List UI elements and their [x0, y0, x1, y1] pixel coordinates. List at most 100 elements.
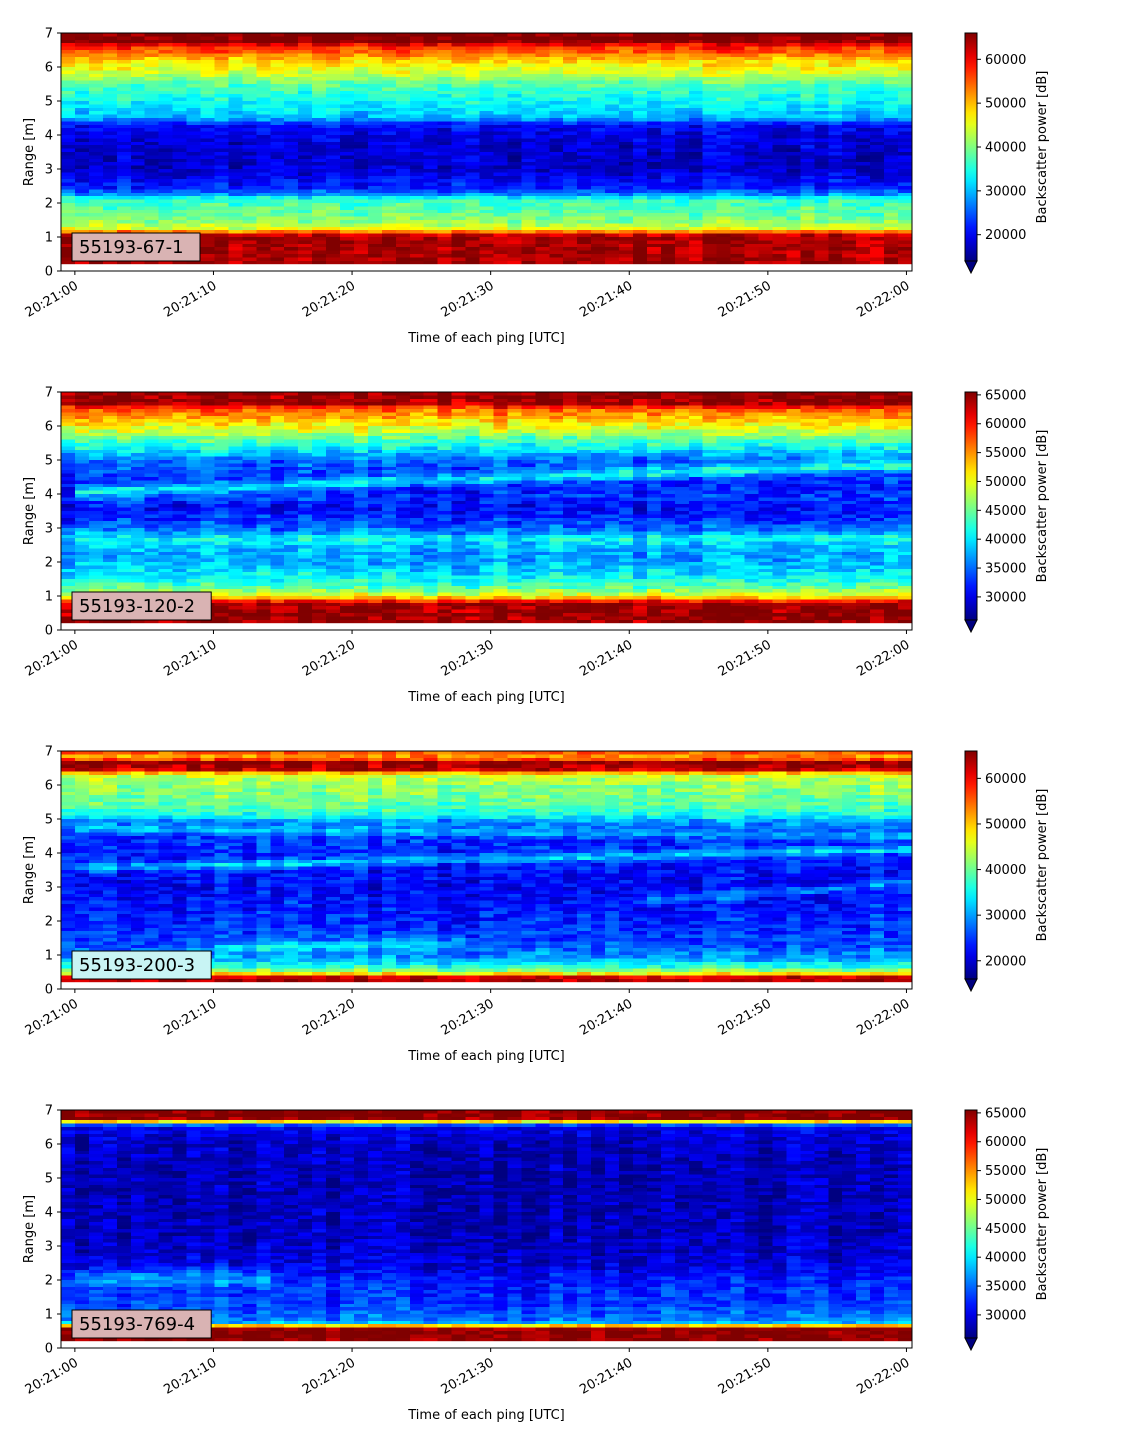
x-tick-label: 20:21:50: [716, 1355, 774, 1397]
colorbar-tick-label: 50000: [985, 97, 1026, 112]
colorbar-extend-min: [964, 1337, 978, 1352]
x-tick-label: 20:21:30: [439, 1355, 497, 1397]
y-tick-label: 0: [45, 265, 53, 280]
x-tick-label: 20:22:00: [854, 637, 912, 679]
colorbar-tick-label: 45000: [985, 1222, 1026, 1237]
y-tick-label: 0: [45, 983, 53, 998]
station-label: 55193-200-3: [79, 955, 195, 976]
colorbar-frame: [964, 750, 978, 980]
y-axis-label: Range [m]: [22, 118, 37, 186]
colorbar-extend-min: [964, 619, 978, 634]
x-tick-label: 20:21:30: [439, 996, 497, 1038]
y-tick-label: 6: [45, 420, 53, 435]
echogram-image-2: [61, 392, 912, 624]
colorbar-tick-label: 40000: [985, 863, 1026, 878]
y-tick-label: 2: [45, 1274, 53, 1289]
colorbar-tick-label: 20000: [985, 954, 1026, 969]
colorbar-tick-label: 50000: [985, 817, 1026, 832]
colorbar-label: Backscatter power [dB]: [1035, 1148, 1050, 1301]
x-axis-label: Time of each ping [UTC]: [407, 331, 565, 346]
colorbar-extend-min: [964, 978, 978, 993]
colorbar-tick-label: 40000: [985, 1251, 1026, 1266]
x-tick-label: 20:21:00: [23, 637, 81, 679]
colorbar-tick-label: 50000: [985, 1193, 1026, 1208]
x-tick-label: 20:21:10: [161, 637, 219, 679]
y-tick-label: 7: [45, 27, 53, 42]
echogram-image-4: [61, 1110, 912, 1342]
x-tick-label: 20:22:00: [854, 996, 912, 1038]
colorbar-tick-label: 50000: [985, 475, 1026, 490]
x-tick-label: 20:21:20: [300, 637, 358, 679]
colorbar-frame: [964, 1109, 978, 1339]
y-tick-label: 6: [45, 1138, 53, 1153]
colorbar-tick-label: 60000: [985, 53, 1026, 68]
y-tick-label: 2: [45, 556, 53, 571]
y-tick-label: 3: [45, 881, 53, 896]
x-tick-label: 20:22:00: [854, 1355, 912, 1397]
colorbar-tick-label: 55000: [985, 446, 1026, 461]
colorbar: [965, 751, 977, 979]
colorbar-tick-label: 65000: [985, 388, 1026, 403]
y-tick-label: 1: [45, 949, 53, 964]
colorbar-tick-label: 35000: [985, 1280, 1026, 1295]
colorbar-tick-label: 40000: [985, 533, 1026, 548]
colorbar-tick-label: 30000: [985, 1308, 1026, 1323]
echogram-image-3: [61, 751, 912, 983]
station-label-box: [71, 591, 212, 621]
x-tick-label: 20:21:30: [439, 278, 497, 320]
y-tick-label: 1: [45, 1308, 53, 1323]
colorbar-extend-min: [964, 260, 978, 275]
colorbar-tick-label: 30000: [985, 184, 1026, 199]
x-axis-label: Time of each ping [UTC]: [407, 690, 565, 705]
colorbar-label: Backscatter power [dB]: [1035, 789, 1050, 942]
colorbar-tick-label: 30000: [985, 909, 1026, 924]
colorbar-tick-label: 60000: [985, 417, 1026, 432]
y-tick-label: 2: [45, 915, 53, 930]
y-tick-label: 4: [45, 129, 53, 144]
y-tick-label: 7: [45, 386, 53, 401]
colorbar-tick-label: 45000: [985, 504, 1026, 519]
colorbar-tick-label: 30000: [985, 590, 1026, 605]
colorbar-tick-label: 65000: [985, 1106, 1026, 1121]
y-tick-label: 5: [45, 95, 53, 110]
x-tick-label: 20:21:50: [716, 278, 774, 320]
station-label-box: [71, 232, 201, 262]
axes-frame: [60, 32, 913, 272]
y-tick-label: 6: [45, 779, 53, 794]
y-tick-label: 5: [45, 1172, 53, 1187]
echogram-image-1: [61, 33, 912, 265]
y-tick-label: 5: [45, 813, 53, 828]
colorbar-label: Backscatter power [dB]: [1035, 430, 1050, 583]
y-tick-label: 3: [45, 1240, 53, 1255]
station-label: 55193-769-4: [79, 1314, 195, 1335]
y-axis-label: Range [m]: [22, 1195, 37, 1263]
station-label-box: [71, 1309, 212, 1339]
y-tick-label: 0: [45, 1342, 53, 1357]
x-tick-label: 20:21:20: [300, 996, 358, 1038]
y-tick-label: 3: [45, 163, 53, 178]
y-tick-label: 1: [45, 231, 53, 246]
x-tick-label: 20:21:20: [300, 1355, 358, 1397]
y-tick-label: 0: [45, 624, 53, 639]
subplot-4: 0 1 2 3 4 5 6 7 Range [m] 20:21:00 20:21:10 20:21:2…: [22, 1104, 1050, 1424]
y-tick-label: 5: [45, 454, 53, 469]
x-tick-label: 20:21:10: [161, 996, 219, 1038]
y-tick-label: 4: [45, 1206, 53, 1221]
x-tick-label: 20:22:00: [854, 278, 912, 320]
colorbar-tick-label: 60000: [985, 1135, 1026, 1150]
x-tick-label: 20:21:40: [577, 996, 635, 1038]
x-axis-label: Time of each ping [UTC]: [407, 1049, 565, 1064]
x-tick-label: 20:21:00: [23, 1355, 81, 1397]
y-tick-label: 4: [45, 847, 53, 862]
colorbar: [965, 33, 977, 261]
x-tick-label: 20:21:20: [300, 278, 358, 320]
x-tick-label: 20:21:10: [161, 1355, 219, 1397]
colorbar-tick-label: 60000: [985, 772, 1026, 787]
y-tick-label: 3: [45, 522, 53, 537]
colorbar: [965, 392, 977, 620]
colorbar-tick-label: 35000: [985, 562, 1026, 577]
x-tick-label: 20:21:40: [577, 1355, 635, 1397]
x-axis-label: Time of each ping [UTC]: [407, 1408, 565, 1423]
